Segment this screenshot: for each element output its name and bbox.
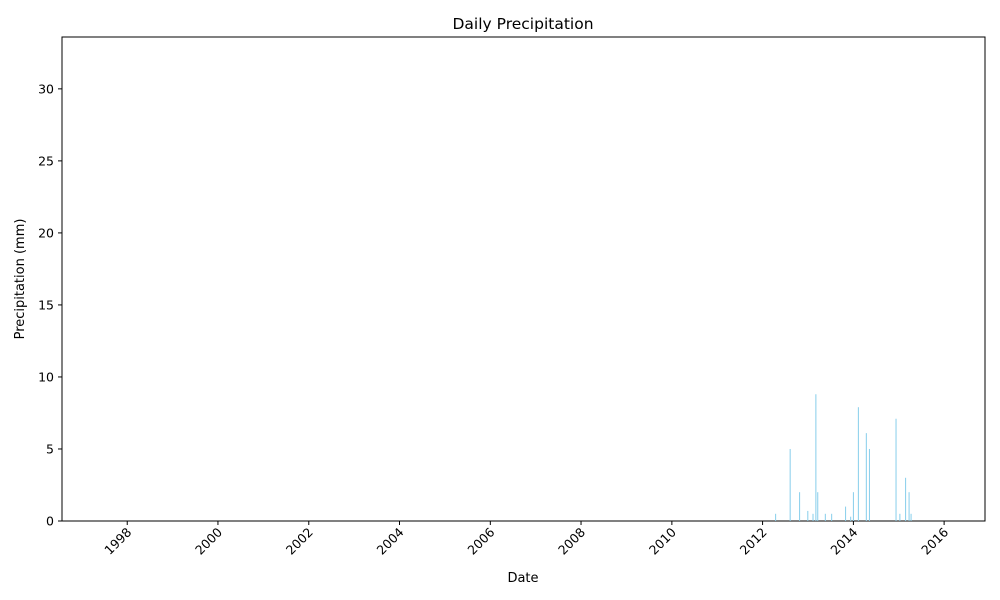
y-tick-label: 10	[38, 369, 54, 384]
precipitation-bar	[857, 407, 859, 521]
y-axis-title: Precipitation (mm)	[13, 219, 28, 340]
plot-area	[61, 36, 986, 522]
precipitation-bar	[824, 513, 826, 521]
precipitation-bar	[908, 492, 910, 521]
x-tick-label: 2006	[464, 524, 497, 557]
x-tick-label: 2010	[646, 524, 679, 557]
y-tick-label: 15	[38, 297, 54, 312]
precipitation-bar	[815, 394, 817, 521]
y-tick-label: 5	[46, 441, 54, 456]
x-axis-title: Date	[507, 571, 538, 586]
x-tick-label: 2002	[283, 525, 316, 558]
x-tick-label: 1998	[101, 524, 134, 557]
y-tick-label: 0	[46, 514, 54, 529]
precipitation-bar	[850, 516, 852, 521]
x-tick-label: 2008	[555, 524, 588, 557]
x-axis: 1998 2000 2002 2004 2006 2008 2010 2012 2014 2016	[101, 521, 951, 558]
precipitation-bar	[807, 510, 809, 521]
precipitation-bar	[799, 492, 801, 521]
precipitation-bar	[812, 513, 814, 521]
y-tick-label: 30	[38, 81, 54, 96]
precipitation-bar	[905, 477, 907, 521]
precipitation-bar	[910, 513, 912, 521]
precipitation-bar	[895, 418, 897, 521]
precipitation-bar	[775, 513, 777, 521]
precipitation-bar	[789, 448, 791, 521]
x-tick-label: 2014	[827, 524, 860, 557]
x-tick-label: 2004	[374, 524, 407, 557]
y-tick-label: 25	[38, 153, 54, 168]
precipitation-bar	[845, 506, 847, 521]
precipitation-bar	[831, 513, 833, 521]
precipitation-bar	[817, 492, 819, 521]
precipitation-bar	[868, 448, 870, 521]
x-tick-label: 2012	[737, 525, 770, 558]
precipitation-bar	[852, 492, 854, 521]
x-tick-label: 2016	[918, 524, 951, 557]
y-axis: 0 5 10 15 20 25 30	[38, 81, 62, 529]
bars-group	[775, 394, 912, 521]
y-tick-label: 20	[38, 225, 54, 240]
chart-title: Daily Precipitation	[452, 15, 593, 33]
precipitation-bar	[899, 513, 901, 521]
x-tick-label: 2000	[192, 524, 225, 557]
precipitation-bar	[865, 433, 867, 521]
